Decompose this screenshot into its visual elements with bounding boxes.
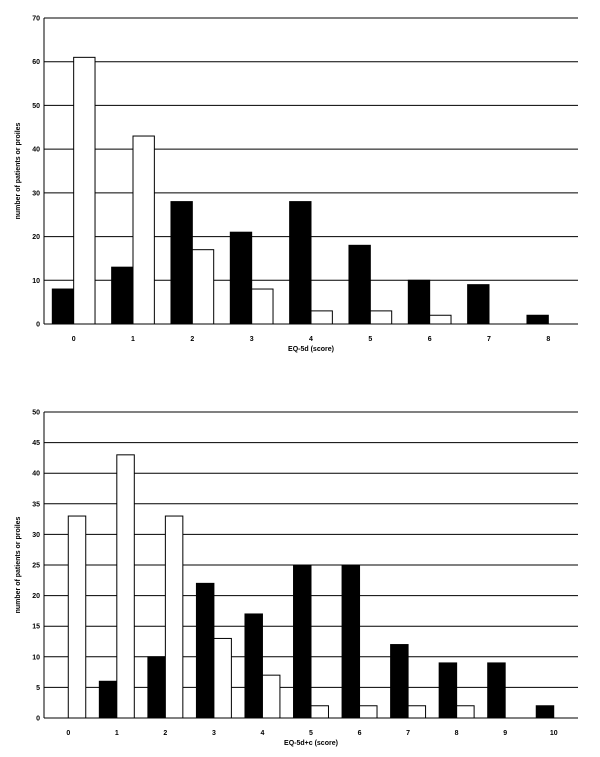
bar-black bbox=[170, 201, 193, 325]
y-tick-label: 50 bbox=[32, 410, 40, 417]
bar-black bbox=[111, 266, 134, 325]
bar-black bbox=[244, 613, 263, 719]
bar-white bbox=[456, 705, 475, 719]
x-tick-label: 4 bbox=[309, 336, 313, 343]
bar-black bbox=[467, 284, 490, 325]
y-tick-label: 40 bbox=[32, 471, 40, 478]
bar-black bbox=[348, 244, 371, 325]
y-tick-label: 0 bbox=[36, 322, 40, 329]
x-axis-label: EQ-5d+c (score) bbox=[284, 740, 338, 747]
y-tick-label: 20 bbox=[32, 593, 40, 600]
chart-eq5d: 0 10 20 30 40 50 60 70 0 1 2 3 4 5 6 7 8 EQ-5d (score) num… bbox=[15, 16, 578, 353]
bar-white bbox=[310, 310, 333, 325]
x-tick-label: 6 bbox=[428, 336, 432, 343]
y-tick-label: 50 bbox=[32, 103, 40, 110]
x-tick-label: 5 bbox=[368, 336, 372, 343]
x-tick-label: 2 bbox=[163, 730, 167, 737]
x-tick-label: 3 bbox=[250, 336, 254, 343]
bar-black bbox=[438, 662, 458, 719]
y-tick-label: 0 bbox=[36, 716, 40, 723]
y-tick-label: 5 bbox=[36, 685, 40, 692]
x-axis-label: EQ-5d (score) bbox=[288, 346, 334, 353]
y-tick-label: 10 bbox=[32, 278, 40, 285]
bar-black bbox=[341, 564, 361, 719]
x-tick-label: 8 bbox=[546, 336, 550, 343]
bar-black bbox=[407, 279, 431, 325]
bar-white bbox=[310, 705, 329, 719]
bar-black bbox=[195, 582, 215, 719]
y-tick-label: 25 bbox=[32, 563, 40, 570]
bar-white bbox=[261, 674, 281, 719]
y-tick-label: 15 bbox=[32, 624, 40, 631]
y-tick-label: 10 bbox=[32, 654, 40, 661]
bar-white bbox=[191, 249, 215, 325]
bar-white bbox=[359, 705, 378, 719]
y-tick-label: 40 bbox=[32, 147, 40, 154]
bar-black bbox=[147, 656, 166, 719]
x-tick-label: 4 bbox=[261, 730, 265, 737]
y-tick-label: 30 bbox=[32, 532, 40, 539]
x-tick-label: 3 bbox=[212, 730, 216, 737]
bar-black bbox=[98, 680, 118, 719]
bar-white bbox=[369, 310, 393, 325]
bar-black bbox=[293, 564, 312, 719]
bar-white bbox=[251, 288, 274, 325]
x-tick-label: 1 bbox=[131, 336, 135, 343]
bar-white bbox=[213, 637, 232, 719]
bar-white bbox=[429, 314, 452, 325]
x-tick-label: 9 bbox=[503, 730, 507, 737]
y-tick-label: 30 bbox=[32, 190, 40, 197]
x-tick-label: 2 bbox=[190, 336, 194, 343]
bar-black bbox=[487, 662, 506, 719]
y-tick-label: 60 bbox=[32, 59, 40, 66]
bar-black bbox=[535, 705, 555, 719]
bar-white bbox=[132, 135, 155, 325]
bar-white bbox=[407, 705, 427, 719]
bar-white bbox=[67, 515, 87, 719]
x-tick-label: 6 bbox=[358, 730, 362, 737]
x-tick-label: 0 bbox=[72, 336, 76, 343]
bar-white bbox=[164, 515, 184, 719]
x-tick-label: 5 bbox=[309, 730, 313, 737]
bar-black bbox=[390, 644, 409, 719]
x-tick-label: 7 bbox=[406, 730, 410, 737]
y-tick-label: 45 bbox=[32, 440, 40, 447]
bar-black bbox=[289, 201, 312, 325]
y-tick-label: 35 bbox=[32, 501, 40, 508]
bar-white bbox=[116, 454, 135, 719]
y-tick-label: 70 bbox=[32, 16, 40, 23]
bar-black bbox=[526, 314, 549, 325]
bar-white bbox=[73, 56, 96, 325]
x-tick-label: 1 bbox=[115, 730, 119, 737]
bar-black bbox=[229, 231, 253, 325]
y-tick-label: 20 bbox=[32, 234, 40, 241]
x-tick-label: 10 bbox=[550, 730, 558, 737]
y-axis-label: number of patients or proiles bbox=[15, 122, 22, 219]
bar-black bbox=[51, 288, 75, 325]
x-tick-label: 7 bbox=[487, 336, 491, 343]
x-tick-label: 0 bbox=[66, 730, 70, 737]
y-axis-label: number of patients or proiles bbox=[15, 516, 22, 613]
x-tick-label: 8 bbox=[455, 730, 459, 737]
